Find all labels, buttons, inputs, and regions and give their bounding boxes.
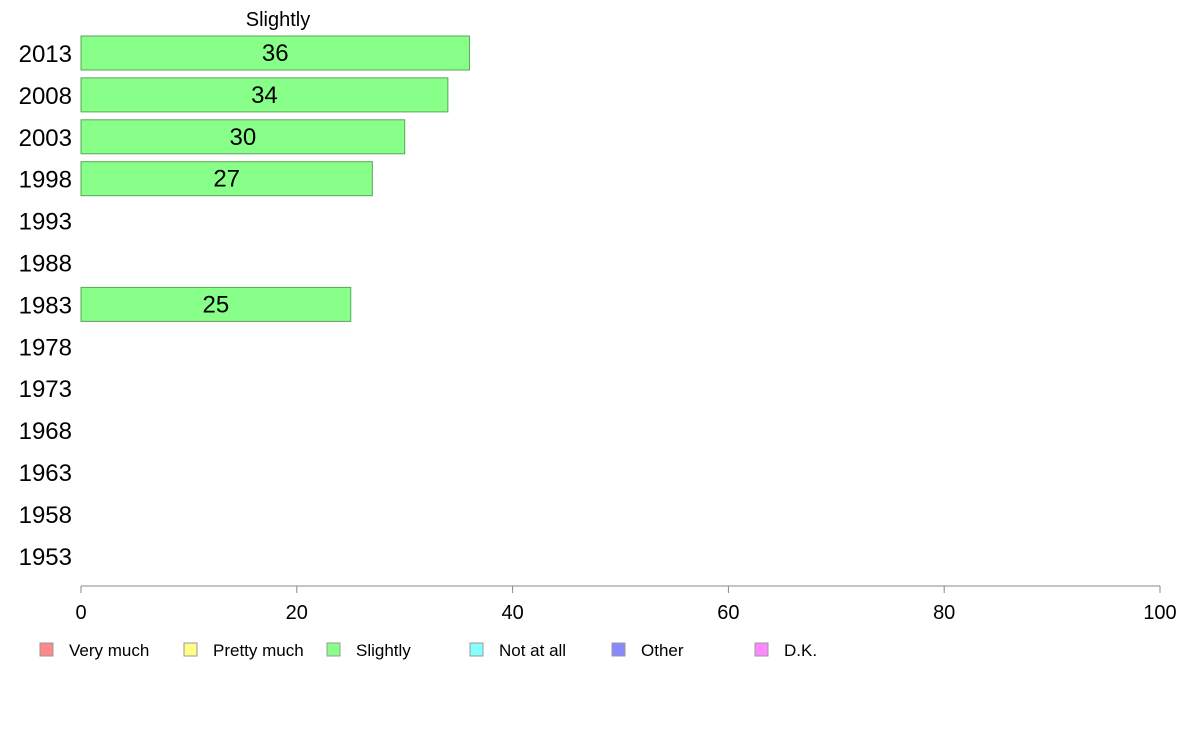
legend-label: Very much bbox=[69, 641, 149, 660]
x-axis: 0 20 40 60 80 100 bbox=[75, 585, 1177, 624]
data-label: 34 bbox=[251, 82, 278, 109]
bar bbox=[80, 119, 406, 155]
x-tick-label: 80 bbox=[933, 602, 955, 624]
legend-swatch bbox=[183, 642, 198, 657]
category-label: 1993 bbox=[19, 209, 72, 236]
value-labels: 36 34 30 27 25 bbox=[203, 40, 289, 318]
bar bbox=[80, 35, 470, 71]
bars bbox=[80, 35, 470, 322]
category-label: 1953 bbox=[19, 544, 72, 571]
category-label: 1973 bbox=[19, 376, 72, 403]
legend-swatch bbox=[754, 642, 769, 657]
legend-swatch bbox=[39, 642, 54, 657]
legend-swatch bbox=[469, 642, 484, 657]
category-label: 1963 bbox=[19, 460, 72, 487]
bar bbox=[80, 286, 352, 322]
x-tick-label: 60 bbox=[717, 602, 739, 624]
x-tick-label: 40 bbox=[501, 602, 523, 624]
legend-label: D.K. bbox=[784, 641, 817, 660]
category-label: 2003 bbox=[19, 125, 72, 152]
legend-label: Slightly bbox=[356, 641, 411, 660]
series-title: Slightly bbox=[246, 9, 310, 31]
bar bbox=[80, 161, 373, 197]
legend-swatch bbox=[611, 642, 626, 657]
category-label: 1968 bbox=[19, 418, 72, 445]
category-label: 1958 bbox=[19, 502, 72, 529]
category-label: 1988 bbox=[19, 251, 72, 278]
legend: Very much Pretty much Slightly Not at all Ot… bbox=[39, 641, 817, 660]
category-label: 2008 bbox=[19, 83, 72, 110]
data-label: 30 bbox=[229, 124, 256, 151]
category-labels: 2013 2008 2003 1998 1993 1988 1983 1978 1973 1968… bbox=[19, 41, 72, 571]
x-tick-label: 20 bbox=[286, 602, 308, 624]
bar bbox=[80, 77, 449, 113]
category-label: 2013 bbox=[19, 41, 72, 68]
legend-label: Not at all bbox=[499, 641, 566, 660]
category-label: 1983 bbox=[19, 292, 72, 319]
x-tick-label: 0 bbox=[75, 602, 86, 624]
data-label: 36 bbox=[262, 40, 289, 67]
data-label: 27 bbox=[213, 166, 240, 193]
legend-swatch bbox=[326, 642, 341, 657]
legend-label: Other bbox=[641, 641, 684, 660]
x-tick-label: 100 bbox=[1143, 602, 1176, 624]
legend-label: Pretty much bbox=[213, 641, 304, 660]
data-label: 25 bbox=[203, 291, 230, 318]
category-label: 1998 bbox=[19, 167, 72, 194]
category-label: 1978 bbox=[19, 334, 72, 361]
